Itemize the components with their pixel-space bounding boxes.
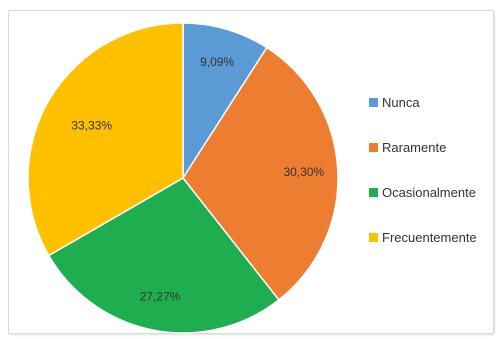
- legend-swatch-nunca: [369, 98, 378, 107]
- legend-label-frecuentemente: Frecuentemente: [382, 230, 477, 245]
- legend-swatch-frecuentemente: [369, 233, 378, 242]
- pie-slice-nunca: [182, 22, 268, 181]
- data-labels: 9,09% 30,30% 27,27% 33,33%: [71, 55, 324, 304]
- legend: Nunca Raramente Ocasionalmente Frecuentemen…: [369, 95, 477, 245]
- pie-slice-frecuentemente: [27, 22, 184, 257]
- legend-swatch-raramente: [369, 143, 378, 152]
- data-label-frecuentemente: 33,33%: [71, 118, 112, 132]
- legend-label-raramente: Raramente: [382, 140, 446, 155]
- legend-swatch-ocasionalmente: [369, 188, 378, 197]
- data-label-raramente: 30,30%: [283, 165, 324, 179]
- data-label-nunca: 9,09%: [200, 55, 234, 69]
- data-label-ocasionalmente: 27,27%: [140, 290, 181, 304]
- legend-label-nunca: Nunca: [382, 95, 420, 110]
- pie-slice-raramente: [182, 46, 339, 301]
- pie-slice-ocasionalmente: [47, 177, 280, 334]
- legend-label-ocasionalmente: Ocasionalmente: [382, 185, 476, 200]
- pie-slices: [27, 22, 339, 334]
